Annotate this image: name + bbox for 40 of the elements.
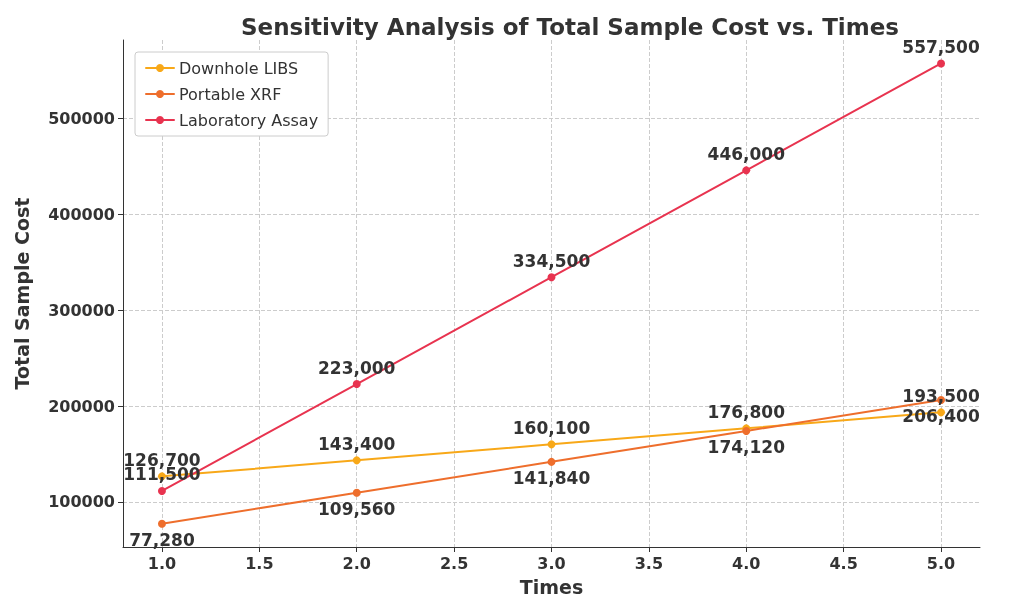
data-label: 160,100 bbox=[512, 417, 591, 438]
data-label: 557,500 bbox=[902, 36, 980, 57]
legend-label: Downhole LIBS bbox=[179, 58, 299, 78]
y-tick-label: 100000 bbox=[48, 492, 115, 512]
x-tick-label: 4.5 bbox=[829, 553, 858, 573]
x-tick-label: 3.0 bbox=[537, 553, 566, 573]
point bbox=[157, 519, 166, 528]
point bbox=[742, 166, 751, 175]
x-tick-label: 2.5 bbox=[439, 553, 469, 573]
data-label: 143,400 bbox=[318, 433, 396, 454]
data-label: 174,120 bbox=[707, 437, 786, 458]
data-label: 176,800 bbox=[707, 401, 786, 422]
y-tick-label: 300000 bbox=[48, 300, 115, 320]
data-label: 193,500 bbox=[902, 385, 980, 406]
data-label: 206,400 bbox=[902, 406, 980, 427]
y-tick-label: 400000 bbox=[48, 204, 115, 224]
point bbox=[547, 273, 556, 282]
x-tick-label: 1.5 bbox=[245, 553, 274, 573]
legend-label: Portable XRF bbox=[179, 84, 282, 104]
point bbox=[547, 440, 556, 449]
y-tick-label: 500000 bbox=[48, 109, 115, 129]
point bbox=[937, 59, 946, 68]
x-tick-label: 1.0 bbox=[147, 553, 177, 573]
point bbox=[352, 380, 361, 389]
y-tick-label: 200000 bbox=[48, 396, 115, 416]
x-tick-label: 4.0 bbox=[732, 553, 761, 573]
data-label: 141,840 bbox=[512, 468, 591, 489]
point bbox=[352, 488, 361, 497]
y-axis-title: Total Sample Cost bbox=[10, 197, 33, 390]
x-axis-title: Times bbox=[519, 575, 584, 598]
chart-title: Sensitivity Analysis of Total Sample Cost vs. Times bbox=[241, 13, 899, 40]
point bbox=[352, 456, 361, 465]
data-label: 109,560 bbox=[318, 499, 396, 520]
point bbox=[547, 457, 556, 466]
x-tick-label: 5.0 bbox=[926, 553, 956, 573]
x-tick-label: 3.5 bbox=[634, 553, 664, 573]
legend-label: Laboratory Assay bbox=[179, 110, 319, 130]
point bbox=[157, 486, 166, 495]
data-label: 77,280 bbox=[129, 530, 195, 551]
x-tick-label: 2.0 bbox=[342, 553, 371, 573]
